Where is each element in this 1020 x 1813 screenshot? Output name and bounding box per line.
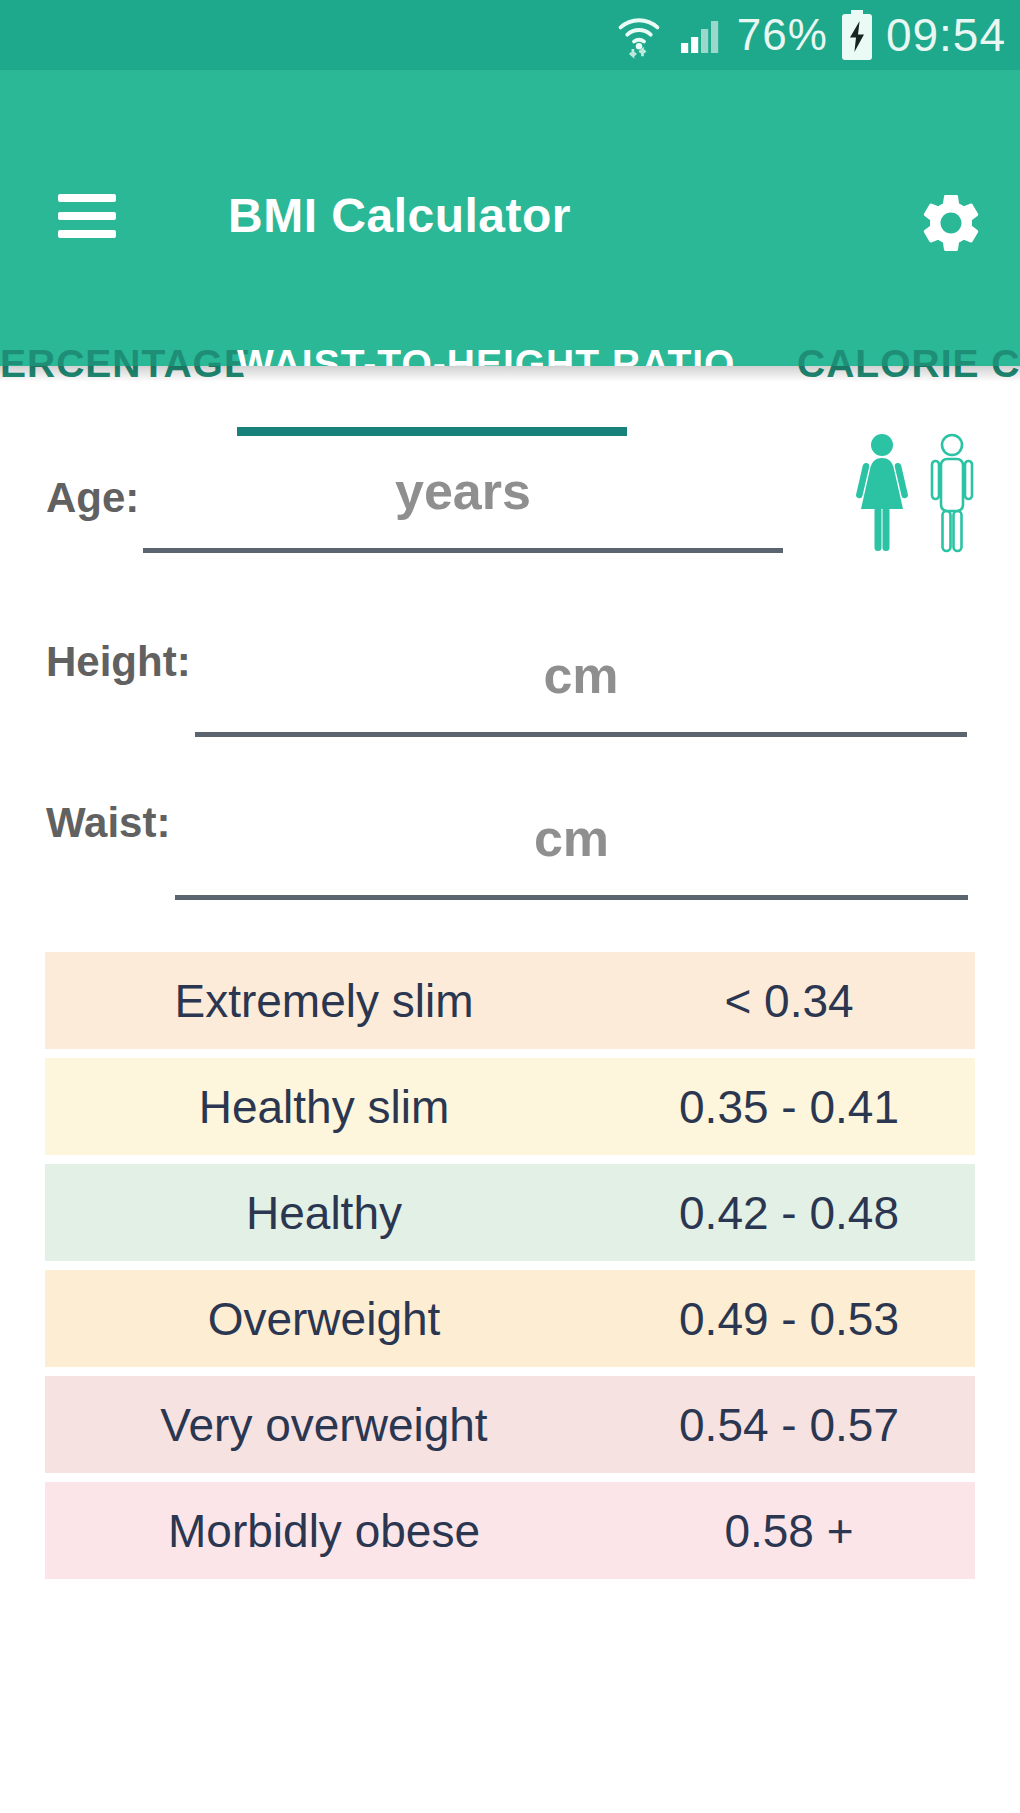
range-cell: 0.42 - 0.48	[603, 1186, 975, 1240]
status-clock: 09:54	[886, 8, 1006, 62]
active-tab-indicator	[237, 427, 627, 436]
range-cell: 0.54 - 0.57	[603, 1398, 975, 1452]
range-cell: 0.58 +	[603, 1504, 975, 1558]
table-row: Extremely slim < 0.34	[45, 952, 975, 1049]
age-input[interactable]	[143, 448, 783, 553]
category-cell: Very overweight	[45, 1398, 603, 1452]
category-cell: Extremely slim	[45, 974, 603, 1028]
category-cell: Morbidly obese	[45, 1504, 603, 1558]
female-icon[interactable]	[854, 433, 914, 557]
table-row: Morbidly obese 0.58 +	[45, 1482, 975, 1579]
page-title: BMI Calculator	[228, 188, 571, 243]
waist-to-height-ratio-table: Extremely slim < 0.34 Healthy slim 0.35 …	[45, 952, 975, 1588]
menu-icon[interactable]	[58, 194, 116, 238]
table-row: Very overweight 0.54 - 0.57	[45, 1376, 975, 1473]
height-input[interactable]	[195, 632, 967, 737]
status-bar: 76% 09:54	[0, 0, 1020, 70]
male-icon[interactable]	[923, 433, 981, 557]
waist-label: Waist:	[46, 799, 170, 847]
category-cell: Overweight	[45, 1292, 603, 1346]
table-row: Overweight 0.49 - 0.53	[45, 1270, 975, 1367]
gender-selector	[854, 433, 981, 557]
category-cell: Healthy slim	[45, 1080, 603, 1134]
table-row: Healthy slim 0.35 - 0.41	[45, 1058, 975, 1155]
battery-charging-icon	[840, 9, 874, 61]
waist-input[interactable]	[175, 795, 968, 900]
age-label: Age:	[46, 474, 139, 522]
wifi-icon	[613, 9, 665, 61]
signal-strength-icon	[677, 11, 725, 59]
app-bar: BMI Calculator ERCENTAGE WAIST-TO-HEIGHT…	[0, 70, 1020, 366]
range-cell: 0.49 - 0.53	[603, 1292, 975, 1346]
category-cell: Healthy	[45, 1186, 603, 1240]
settings-gear-icon[interactable]	[916, 188, 986, 258]
battery-percent: 76%	[737, 10, 828, 60]
table-row: Healthy 0.42 - 0.48	[45, 1164, 975, 1261]
height-label: Height:	[46, 638, 191, 686]
range-cell: < 0.34	[603, 974, 975, 1028]
header-shadow	[0, 366, 1020, 382]
range-cell: 0.35 - 0.41	[603, 1080, 975, 1134]
